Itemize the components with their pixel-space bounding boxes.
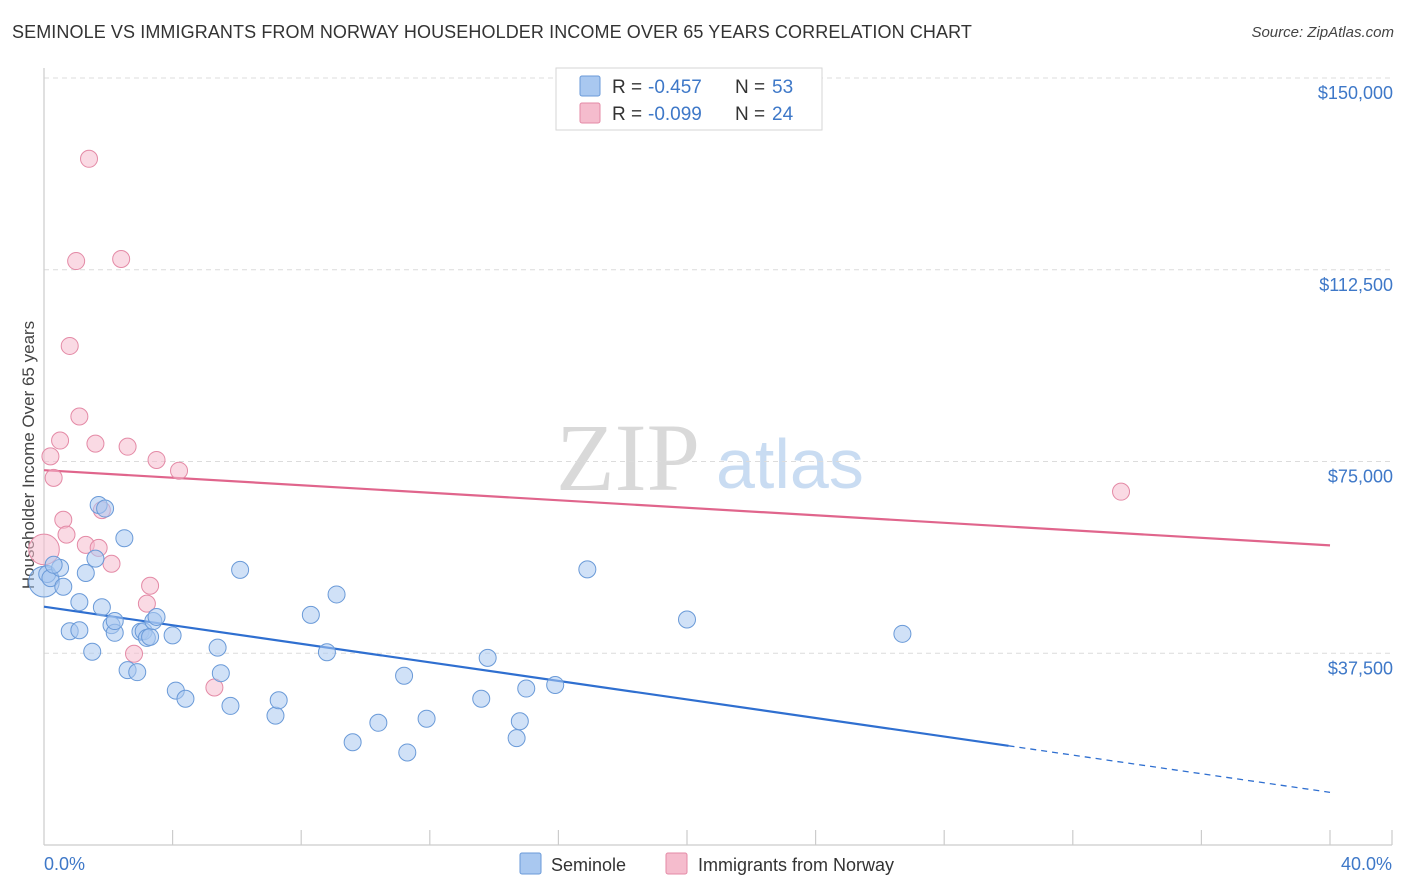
point-seminole [115,529,134,548]
point-seminole [211,664,230,683]
point-seminole [398,743,417,762]
point-norway [70,407,89,426]
y-tick-label: $150,000 [1318,83,1393,103]
legend-r-value-1: -0.457 [648,77,702,98]
point-norway [141,576,160,595]
point-seminole [266,706,285,725]
watermark: ZIP atlas [556,404,864,511]
point-seminole [141,627,160,646]
point-seminole [96,499,115,518]
point-norway [80,149,99,168]
point-seminole [269,691,288,710]
point-norway [51,431,70,450]
point-norway [60,336,79,355]
series-legend: Seminole Immigrants from Norway [519,852,894,875]
point-norway [170,461,189,480]
y-tick-labels: $37,500 $75,000 $112,500 $150,000 [1318,83,1393,678]
legend-r-label-1: R = [612,77,642,98]
trend-line-seminole-extension [1008,745,1331,793]
point-seminole [105,612,124,631]
legend-r-value-2: -0.099 [648,104,702,125]
point-seminole [343,733,362,752]
point-seminole [546,675,565,694]
legend-n-label-1: N = [735,77,765,98]
trend-lines [43,469,1331,793]
point-norway [112,250,131,269]
x-tick-label-min: 0.0% [44,854,85,874]
bottom-legend-swatch-norway [665,852,688,875]
y-tick-label: $112,500 [1319,275,1393,295]
watermark-zip: ZIP [556,404,700,511]
point-seminole [507,729,526,748]
legend-n-value-1: 53 [772,77,793,98]
legend-swatch-norway [579,102,601,124]
point-seminole [301,605,320,624]
point-seminole [369,713,388,732]
point-seminole [54,577,73,596]
point-norway [125,644,144,663]
point-norway [57,525,76,544]
point-seminole [678,610,696,629]
point-seminole [317,643,336,662]
legend-r-label-2: R = [612,104,642,125]
point-seminole [208,638,227,657]
point-seminole [395,666,414,685]
point-seminole [510,712,529,731]
legend-n-value-2: 24 [772,104,794,125]
point-seminole [517,679,536,698]
point-seminole [417,709,436,728]
point-seminole [128,663,147,682]
point-seminole [231,560,250,579]
watermark-atlas: atlas [716,425,864,503]
point-seminole [76,563,95,582]
point-seminole [147,607,166,626]
x-tick-label-max: 40.0% [1341,854,1392,874]
point-seminole [176,689,195,708]
point-norway [67,252,86,271]
point-norway [44,468,63,487]
legend-swatch-seminole [579,75,601,97]
point-seminole [478,648,497,667]
chart-title: SEMINOLE VS IMMIGRANTS FROM NORWAY HOUSE… [12,22,972,42]
trend-line-norway [43,469,1331,547]
point-norway [1112,482,1131,501]
bottom-legend-label-norway: Immigrants from Norway [698,855,894,875]
legend-n-label-2: N = [735,104,765,125]
point-norway [147,450,166,469]
y-tick-label: $37,500 [1328,658,1393,678]
y-tick-label: $75,000 [1328,467,1393,487]
point-norway [137,594,156,613]
source-credit: Source: ZipAtlas.com [1251,24,1394,41]
point-seminole [83,642,102,661]
point-seminole [44,555,63,574]
point-norway [118,437,137,456]
point-seminole [893,624,912,643]
point-seminole [221,696,240,715]
bottom-legend-label-seminole: Seminole [551,855,626,875]
bottom-legend-swatch-seminole [519,852,542,875]
x-tick-marks [172,830,1393,845]
stats-legend: R = -0.457 N = 53 R = -0.099 N = 24 [555,67,823,131]
point-seminole [578,560,597,579]
point-norway [41,447,60,466]
trend-line-seminole [43,605,1009,747]
point-seminole [86,549,105,568]
point-seminole [92,598,111,617]
point-norway [86,434,105,453]
data-points [28,149,1131,762]
point-seminole [70,621,89,640]
point-seminole [327,585,346,604]
point-seminole [472,689,491,708]
point-norway [102,554,121,573]
point-norway [54,510,73,529]
y-axis-title: Householder Income Over 65 years [19,321,38,589]
point-seminole [70,593,89,612]
point-seminole [163,626,182,645]
